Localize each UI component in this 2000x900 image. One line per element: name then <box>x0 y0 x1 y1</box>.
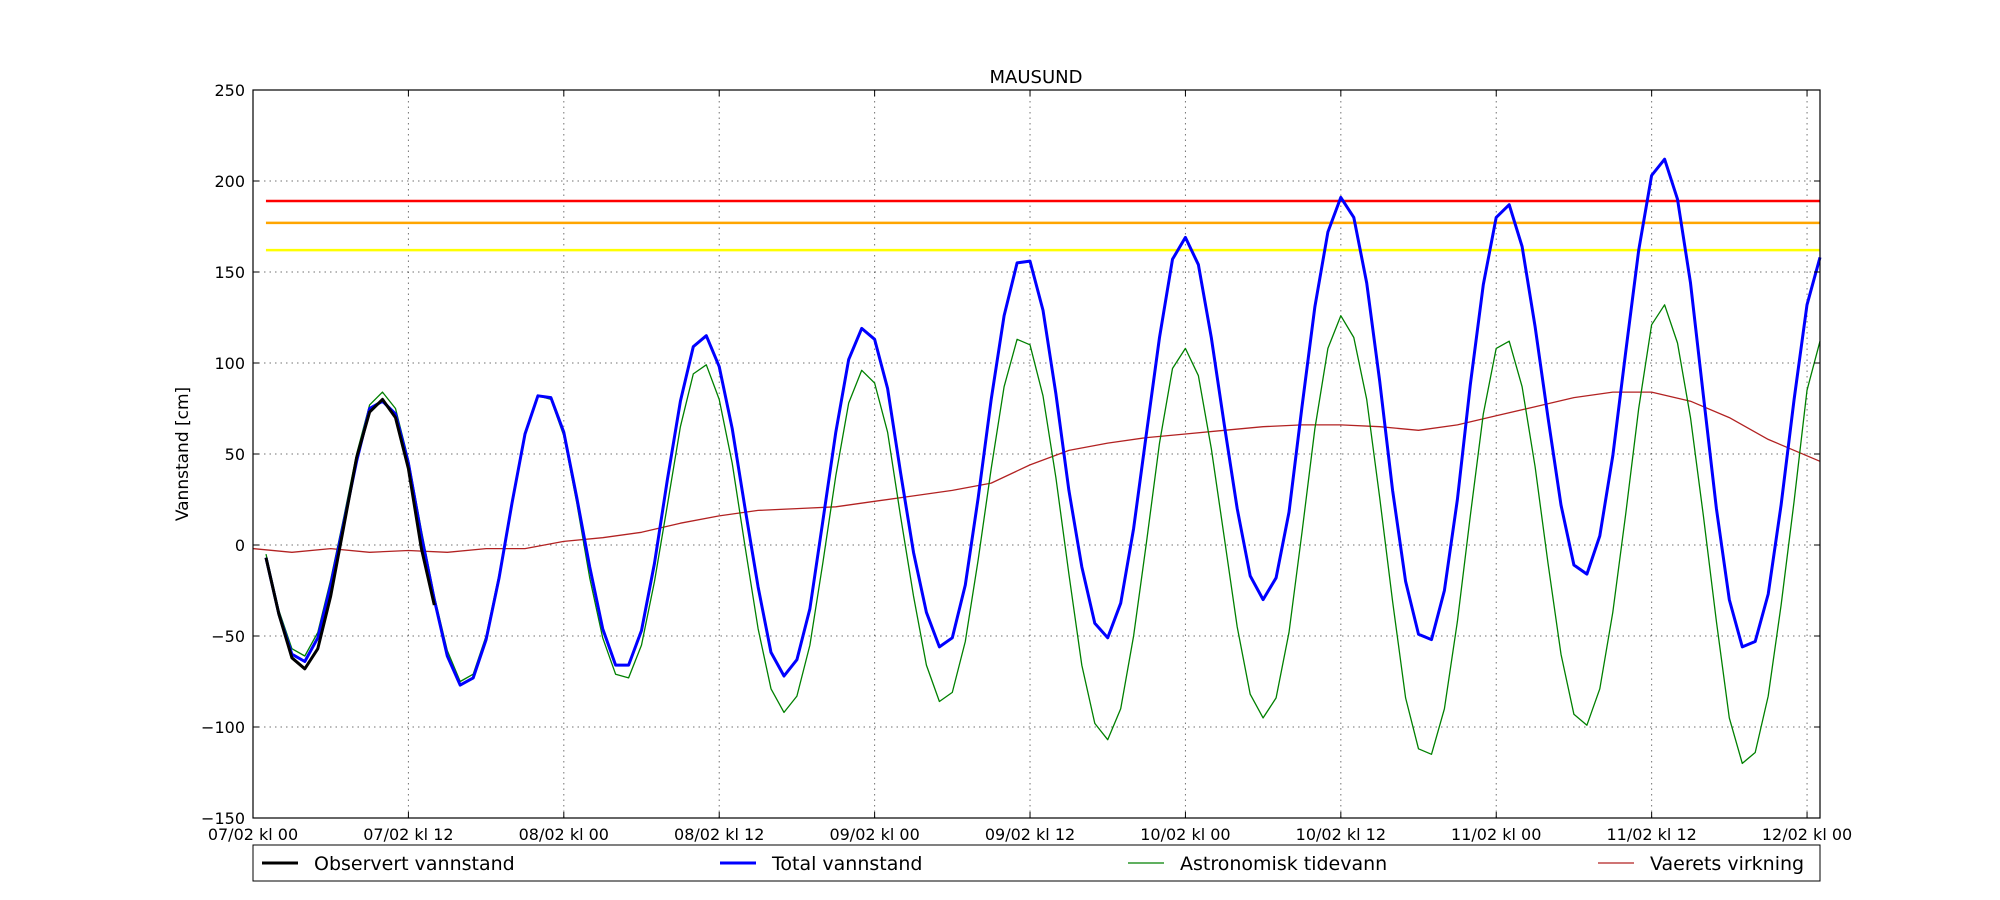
series-layer <box>252 157 1822 765</box>
y-tick-label: 0 <box>235 536 245 555</box>
grid-layer <box>253 90 1820 818</box>
x-tick-label: 08/02 kl 00 <box>519 825 609 844</box>
x-tick-label: 09/02 kl 00 <box>829 825 919 844</box>
y-tick-label: 100 <box>214 354 245 373</box>
legend-frame <box>252 844 1821 882</box>
legend-label: Total vannstand <box>771 853 922 875</box>
x-tick-label: 10/02 kl 12 <box>1296 825 1386 844</box>
threshold-layer <box>265 199 1820 252</box>
x-tick-label: 10/02 kl 00 <box>1140 825 1230 844</box>
legend-label: Vaerets virkning <box>1650 853 1804 875</box>
chart-title: MAUSUND <box>990 67 1083 88</box>
y-tick-label: 150 <box>214 263 245 282</box>
series-line <box>264 157 1822 687</box>
tick-layer: −150 −100 −50 0 50 100 150 200 250 07/02 kl 00 07/… <box>201 81 1852 844</box>
legend: Observert vannstand Total vannstand Astron… <box>252 844 1821 882</box>
x-tick-label: 07/02 kl 12 <box>363 825 453 844</box>
legend-label: Astronomisk tidevann <box>1180 853 1387 875</box>
x-tick-label: 12/02 kl 00 <box>1762 825 1852 844</box>
x-tick-label: 11/02 kl 00 <box>1451 825 1541 844</box>
x-tick-label: 11/02 kl 12 <box>1606 825 1696 844</box>
series-line <box>265 304 1821 765</box>
legend-label: Observert vannstand <box>314 853 515 875</box>
y-tick-label: −150 <box>201 809 245 828</box>
y-tick-label: 50 <box>225 445 245 464</box>
x-tick-label: 07/02 kl 00 <box>208 825 298 844</box>
series-line <box>252 391 1821 553</box>
y-tick-label: −100 <box>201 718 245 737</box>
x-tick-label: 09/02 kl 12 <box>985 825 1075 844</box>
y-tick-label: 200 <box>214 172 245 191</box>
x-tick-label: 08/02 kl 12 <box>674 825 764 844</box>
y-tick-label: −50 <box>211 627 245 646</box>
y-axis-label: Vannstand [cm] <box>173 387 193 521</box>
series-line <box>264 397 436 671</box>
y-tick-label: 250 <box>214 81 245 100</box>
